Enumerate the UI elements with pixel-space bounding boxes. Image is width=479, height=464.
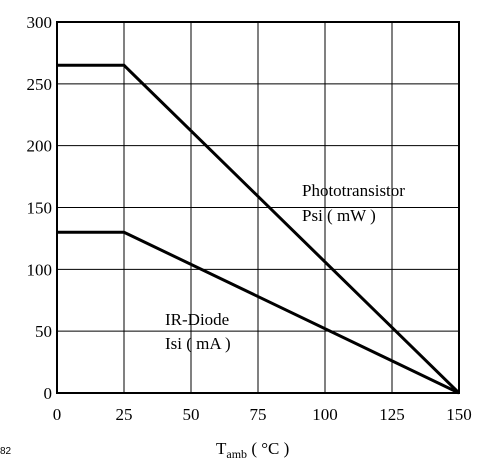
- x-tick-label: 75: [250, 405, 267, 424]
- ir-diode-label: IR-Diode: [165, 310, 229, 329]
- plot-frame: [56, 21, 460, 394]
- y-tick-label: 250: [27, 75, 53, 94]
- y-tick-label: 50: [35, 322, 52, 341]
- phototransistor-line: [57, 63, 461, 395]
- y-tick-label: 0: [44, 384, 53, 403]
- figure-code: 82: [0, 446, 12, 457]
- y-tick-labels: 0 50 100 150 200 250 300: [27, 13, 53, 403]
- phototransistor-unit-label: Psi ( mW ): [302, 206, 376, 225]
- series-lines: [57, 63, 461, 395]
- y-tick-label: 300: [27, 13, 53, 32]
- x-tick-label: 150: [446, 405, 472, 424]
- x-tick-labels: 0 25 50 75 100 125 150: [53, 405, 472, 424]
- ir-diode-unit-label: Isi ( mA ): [165, 334, 231, 353]
- y-tick-label: 100: [27, 260, 53, 279]
- y-tick-label: 150: [27, 199, 53, 218]
- x-axis-symbol: T: [216, 439, 227, 458]
- x-tick-label: 0: [53, 405, 62, 424]
- x-axis-subscript: amb: [226, 447, 247, 461]
- x-tick-label: 125: [379, 405, 405, 424]
- x-tick-label: 50: [183, 405, 200, 424]
- ir-diode-line: [57, 230, 460, 395]
- x-tick-label: 100: [312, 405, 338, 424]
- y-tick-label: 200: [27, 137, 53, 156]
- grid-lines: [57, 22, 459, 393]
- x-axis-unit: ( °C ): [247, 439, 289, 458]
- x-axis-title: Tamb ( °C ): [216, 439, 289, 461]
- x-tick-label: 25: [116, 405, 133, 424]
- phototransistor-label: Phototransistor: [302, 181, 405, 200]
